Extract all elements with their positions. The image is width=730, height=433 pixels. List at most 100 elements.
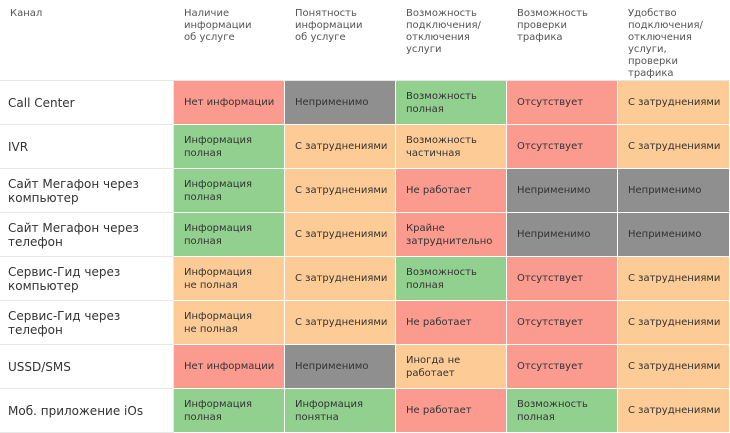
- status-cell-red: Не работает: [396, 301, 507, 345]
- status-cell-gray: Неприменимо: [507, 213, 618, 257]
- header-line: Понятность: [295, 8, 357, 19]
- status-text: Неприменимо: [628, 185, 702, 196]
- header-service-toggle: Возможность подключения/ отключения услу…: [396, 0, 507, 81]
- channel-cell: Call Center: [0, 81, 174, 125]
- status-cell-red: Отсутствует: [507, 345, 618, 389]
- channel-label: Сайт Мегафон через: [8, 176, 139, 191]
- status-text: С затруднениями: [295, 317, 388, 328]
- status-text: С затруднениями: [628, 405, 721, 416]
- channel-cell: Сайт Мегафон через компьютер: [0, 169, 174, 213]
- table-row: Сервис-Гид через компьютер Информация не п…: [0, 257, 730, 301]
- status-cell-gray: Неприменимо: [618, 169, 730, 213]
- status-cell-orange: С затруднениями: [618, 81, 730, 125]
- status-text: Иногда не работает: [406, 354, 461, 379]
- channel-label: Сайт Мегафон через телефон: [8, 220, 139, 249]
- status-text: С затруднениями: [295, 273, 388, 284]
- status-text: Информация: [184, 310, 253, 322]
- table-row: Моб. приложение iOs Информация полная Инфо…: [0, 389, 730, 433]
- table-row: Сайт Мегафон через телефон Информация пол…: [0, 213, 730, 257]
- header-line: подключения/: [628, 20, 703, 31]
- status-cell-red: Отсутствует: [507, 81, 618, 125]
- channel-label: Call Center: [8, 95, 75, 110]
- status-text: Нет информации: [184, 361, 275, 372]
- header-line: отключения услуги: [406, 32, 470, 55]
- table-row: Сайт Мегафон через компьютер Информация по…: [0, 169, 730, 213]
- status-cell-green: Информация полная: [174, 125, 285, 169]
- channel-cell: Моб. приложение iOs: [0, 389, 174, 433]
- header-channel: Канал: [0, 0, 174, 81]
- header-line: Удобство: [628, 8, 677, 19]
- status-cell-red: Нет информации: [174, 345, 285, 389]
- status-text: Отсутствует: [517, 317, 584, 328]
- table-row: Сервис-Гид через телефон Информация не пол…: [0, 301, 730, 345]
- header-line: информации: [184, 20, 252, 31]
- status-cell-green: Информация полная: [174, 169, 285, 213]
- status-cell-orange: С затруднениями: [618, 301, 730, 345]
- channel-cell: Сайт Мегафон через телефон: [0, 213, 174, 257]
- status-cell-green: Информация полная: [174, 213, 285, 257]
- status-cell-orange: С затруднениями: [285, 213, 396, 257]
- status-text: Возможность полная: [517, 398, 588, 423]
- status-text: Отсутствует: [517, 141, 584, 152]
- status-text: Неприменимо: [295, 361, 369, 372]
- status-text: Возможность: [406, 134, 477, 146]
- status-cell-orange: Информация не полная: [174, 257, 285, 301]
- status-text: С затруднениями: [628, 317, 721, 328]
- status-text: С затруднениями: [628, 273, 721, 284]
- status-cell-orange: Информация не полная: [174, 301, 285, 345]
- status-text: Не работает: [406, 405, 472, 416]
- status-text: Возможность полная: [406, 266, 477, 291]
- status-text: Информация: [295, 398, 364, 410]
- status-cell-green: Информация полная: [174, 389, 285, 433]
- header-line: отключения услуги,: [628, 32, 692, 55]
- header-line: об услуге: [184, 32, 235, 43]
- table-body: Call Center Нет информации Неприменимо Возм…: [0, 81, 730, 433]
- status-text: С затруднениями: [295, 141, 388, 152]
- status-text: не полная: [184, 323, 238, 335]
- status-cell-orange: С затруднениями: [618, 125, 730, 169]
- status-cell-orange: С затруднениями: [285, 301, 396, 345]
- status-cell-red: Крайне затруднительно: [396, 213, 507, 257]
- status-text: Информация: [184, 266, 253, 278]
- status-text: С затруднениями: [628, 361, 721, 372]
- status-text: Информация полная: [184, 134, 253, 159]
- status-cell-green: Информация понятна: [285, 389, 396, 433]
- status-cell-orange: Возможность частичная: [396, 125, 507, 169]
- status-cell-green: Возможность полная: [507, 389, 618, 433]
- status-text: Крайне: [406, 222, 445, 234]
- status-text: С затруднениями: [295, 185, 388, 196]
- status-text: Возможность полная: [406, 90, 477, 115]
- channel-label: IVR: [8, 139, 29, 154]
- channel-label: USSD/SMS: [8, 359, 71, 374]
- channel-cell: Сервис-Гид через компьютер: [0, 257, 174, 301]
- status-text: Информация полная: [184, 398, 253, 423]
- header-info-clarity: Понятность информации об услуге: [285, 0, 396, 81]
- status-text: Неприменимо: [517, 229, 591, 240]
- header-line: проверки трафика: [628, 56, 678, 79]
- status-cell-gray: Неприменимо: [285, 81, 396, 125]
- channel-cell: USSD/SMS: [0, 345, 174, 389]
- header-line: Возможность: [406, 8, 477, 19]
- status-cell-orange: С затруднениями: [285, 169, 396, 213]
- status-cell-orange: С затруднениями: [285, 257, 396, 301]
- status-cell-red: Нет информации: [174, 81, 285, 125]
- header-line: Канал: [10, 8, 43, 19]
- status-cell-orange: С затруднениями: [618, 389, 730, 433]
- status-text: Информация полная: [184, 222, 253, 247]
- status-text: Неприменимо: [517, 185, 591, 196]
- status-cell-orange: С затруднениями: [618, 257, 730, 301]
- status-text: Отсутствует: [517, 361, 584, 372]
- channel-label: Сервис-Гид через компьютер: [8, 264, 121, 293]
- header-line: проверки трафика: [517, 20, 567, 43]
- channel-label: Сервис-Гид через телефон: [8, 308, 121, 337]
- status-cell-red: Отсутствует: [507, 301, 618, 345]
- header-line: информации: [295, 20, 363, 31]
- status-text: Неприменимо: [295, 97, 369, 108]
- status-text: С затруднениями: [628, 97, 721, 108]
- status-text: Отсутствует: [517, 97, 584, 108]
- status-cell-gray: Неприменимо: [507, 169, 618, 213]
- table-row: IVR Информация полная С затруднениями Возмо…: [0, 125, 730, 169]
- channel-label: компьютер: [8, 190, 79, 205]
- channel-label: Моб. приложение iOs: [8, 403, 144, 418]
- status-cell-gray: Неприменимо: [618, 213, 730, 257]
